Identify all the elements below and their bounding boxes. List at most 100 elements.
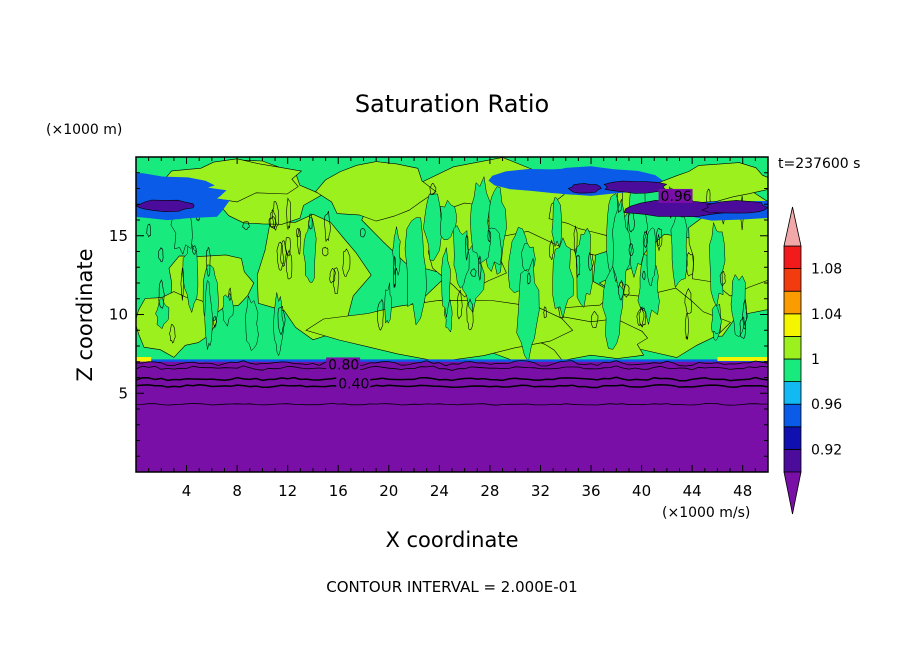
small-contour-44 [323, 210, 331, 243]
small-contour-61 [456, 290, 463, 320]
chart-title: Saturation Ratio [355, 90, 549, 118]
contour-label-bg-1 [326, 357, 361, 372]
colorbar: 0.92 0.96 1 1.04 1.08 [783, 206, 842, 515]
small-contour-34 [575, 254, 581, 278]
small-contour-2 [286, 197, 291, 231]
colorbar-under-arrow [783, 471, 802, 515]
colorbar-segment-3 [783, 403, 802, 428]
small-contour-8 [470, 268, 477, 277]
x-tick-label: 20 [379, 482, 398, 500]
small-contour-4 [205, 246, 211, 277]
x-tick-label: 4 [182, 482, 192, 500]
cloud-streak-5 [709, 222, 726, 308]
x-tick-label: 28 [480, 482, 499, 500]
x-tick-label: 40 [632, 482, 651, 500]
cloud-streak-8 [423, 193, 444, 262]
small-contour-14 [271, 201, 280, 231]
small-contour-17 [228, 287, 232, 301]
small-contour-31 [297, 228, 301, 255]
cloud-streak-21 [516, 258, 540, 363]
small-contour-21 [642, 270, 646, 281]
small-contour-59 [618, 281, 625, 301]
small-contour-18 [739, 316, 746, 340]
cloud-streak-19 [392, 226, 401, 276]
x-tick-label: 12 [278, 482, 297, 500]
small-contour-20 [636, 306, 645, 327]
x-unit-label: (×1000 m/s) [662, 505, 750, 521]
small-contour-45 [242, 221, 250, 230]
small-contour-30 [377, 298, 384, 331]
small-contour-38 [465, 234, 469, 261]
contour-lines [136, 360, 768, 406]
cloud-streak-38 [574, 227, 593, 309]
cloud-streak-2 [404, 217, 427, 326]
contour-label-2: 0.40 [338, 376, 369, 392]
small-contour-35 [478, 255, 482, 281]
small-contour-25 [277, 305, 286, 336]
supersaturated-edge-left [136, 357, 152, 362]
cloud-streak-36 [222, 292, 234, 327]
small-contour-43 [322, 246, 329, 257]
small-contour-11 [657, 233, 660, 247]
dry-layer-1 [136, 199, 195, 213]
dry-layer-4 [603, 180, 668, 194]
colorbar-segment-7 [783, 313, 802, 337]
saturated-region-5 [315, 161, 437, 222]
small-contour-12 [638, 306, 647, 328]
contour-label-1: 0.80 [328, 357, 359, 373]
cloud-streak-31 [441, 247, 451, 318]
cloud-streak-6 [552, 237, 574, 319]
small-contour-60 [590, 310, 599, 329]
small-contour-32 [642, 230, 649, 249]
dry-layer-5 [567, 183, 602, 194]
dry-layer-3 [701, 200, 768, 214]
small-contour-49 [212, 316, 217, 329]
contour-line-4 [136, 383, 768, 389]
small-contour-41 [308, 213, 313, 230]
x-tick-label: 48 [733, 482, 752, 500]
contour-label-3: 0.96 [661, 189, 692, 205]
y-tick-label: 5 [118, 384, 128, 402]
colorbar-segment-6 [783, 335, 802, 360]
small-contour-46 [342, 248, 351, 277]
small-contour-47 [333, 267, 340, 294]
cloud-streak-24 [551, 196, 562, 248]
x-tick-label: 36 [581, 482, 600, 500]
cloud-streak-35 [303, 216, 317, 284]
small-contour-24 [656, 227, 663, 252]
cloud-streak-30 [612, 198, 632, 289]
colorbar-tick-label: 1 [811, 352, 820, 368]
small-contour-66 [573, 225, 578, 256]
time-label: t=237600 s [778, 156, 860, 172]
small-contour-10 [548, 239, 554, 260]
small-contour-69 [686, 251, 694, 277]
transition-band-blue [136, 359, 768, 364]
cloud-streak-15 [439, 199, 457, 240]
small-contour-36 [393, 255, 396, 288]
contour-line-1 [136, 360, 768, 367]
colorbar-segment-9 [783, 268, 802, 292]
cloud-streak-20 [711, 304, 722, 334]
colorbar-segment-8 [783, 290, 802, 315]
y-tick-label: 15 [109, 227, 128, 245]
cloud-streak-37 [646, 227, 656, 287]
small-contour-58 [588, 251, 594, 272]
small-contour-26 [192, 245, 197, 255]
x-tick-label: 44 [683, 482, 702, 500]
cloud-streak-28 [384, 282, 392, 324]
small-contour-51 [543, 306, 547, 319]
cloud-streak-26 [470, 175, 491, 265]
y-unit-label: (×1000 m) [46, 122, 122, 138]
colorbar-segment-2 [783, 426, 802, 450]
x-tick-label: 16 [329, 482, 348, 500]
x-tick-label: 8 [232, 482, 242, 500]
cloud-streak-14 [245, 295, 259, 352]
colorbar-tick-label: 1.04 [811, 307, 842, 323]
small-contour-52 [169, 324, 176, 344]
small-contour-3 [359, 227, 366, 238]
y-axis-title: Z coordinate [73, 248, 97, 381]
cloud-streak-29 [273, 292, 285, 357]
colorbar-segment-5 [783, 358, 802, 383]
